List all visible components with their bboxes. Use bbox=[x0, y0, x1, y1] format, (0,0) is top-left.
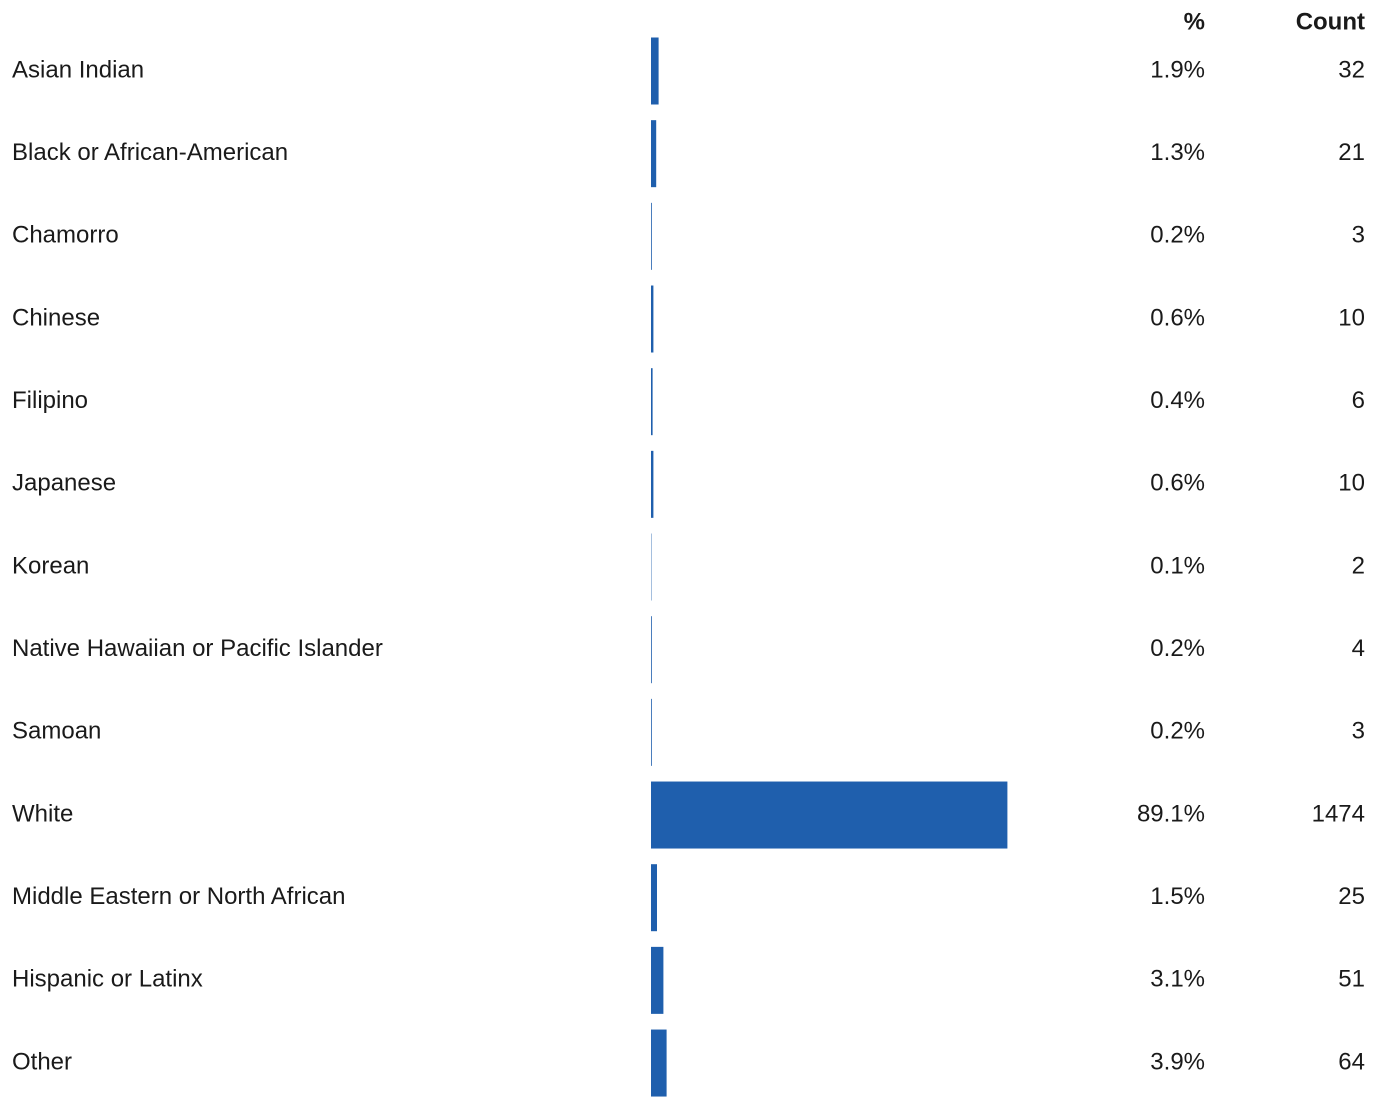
bar bbox=[651, 1029, 667, 1097]
count: 25 bbox=[1338, 883, 1365, 910]
column-header: % bbox=[1184, 8, 1205, 35]
value-label: 0.2% bbox=[1150, 222, 1205, 249]
row-label: Other bbox=[12, 1048, 72, 1075]
bar bbox=[651, 37, 659, 105]
row-label: Samoan bbox=[12, 718, 101, 745]
column-header: Count bbox=[1296, 8, 1365, 35]
count: 10 bbox=[1338, 470, 1365, 497]
count: 64 bbox=[1338, 1048, 1365, 1075]
bar bbox=[651, 698, 652, 766]
bar bbox=[651, 202, 652, 270]
bar bbox=[651, 946, 664, 1014]
bar bbox=[651, 285, 654, 353]
value-label: 0.6% bbox=[1150, 304, 1205, 331]
bar bbox=[651, 781, 1008, 849]
value-label: 3.9% bbox=[1150, 1048, 1205, 1075]
row-label: Korean bbox=[12, 552, 89, 579]
bar bbox=[651, 368, 653, 436]
count: 3 bbox=[1352, 718, 1365, 745]
count: 6 bbox=[1352, 387, 1365, 414]
count: 10 bbox=[1338, 304, 1365, 331]
row-label: Hispanic or Latinx bbox=[12, 966, 203, 993]
value-label: 3.1% bbox=[1150, 966, 1205, 993]
value-label: 0.1% bbox=[1150, 552, 1205, 579]
row-label: Japanese bbox=[12, 470, 116, 497]
value-label: 89.1% bbox=[1137, 800, 1205, 827]
count: 4 bbox=[1352, 635, 1365, 662]
bar bbox=[651, 864, 657, 932]
row-label: Chamorro bbox=[12, 222, 119, 249]
value-label: 1.5% bbox=[1150, 883, 1205, 910]
row-label: Black or African-American bbox=[12, 139, 288, 166]
bar bbox=[651, 616, 652, 684]
count: 21 bbox=[1338, 139, 1365, 166]
row-label: Asian Indian bbox=[12, 56, 144, 83]
row-label: Filipino bbox=[12, 387, 88, 414]
value-label: 0.4% bbox=[1150, 387, 1205, 414]
bar bbox=[651, 120, 657, 188]
count: 32 bbox=[1338, 56, 1365, 83]
row-label: Native Hawaiian or Pacific Islander bbox=[12, 635, 383, 662]
value-label: 0.2% bbox=[1150, 718, 1205, 745]
count: 2 bbox=[1352, 552, 1365, 579]
value-label: 1.9% bbox=[1150, 56, 1205, 83]
value-label: 0.2% bbox=[1150, 635, 1205, 662]
value-label: 1.3% bbox=[1150, 139, 1205, 166]
value-label: 0.6% bbox=[1150, 470, 1205, 497]
count: 3 bbox=[1352, 222, 1365, 249]
count: 1474 bbox=[1312, 800, 1365, 827]
row-label: White bbox=[12, 800, 73, 827]
count: 51 bbox=[1338, 966, 1365, 993]
row-label: Middle Eastern or North African bbox=[12, 883, 345, 910]
row-label: Chinese bbox=[12, 304, 100, 331]
bar bbox=[651, 450, 654, 518]
